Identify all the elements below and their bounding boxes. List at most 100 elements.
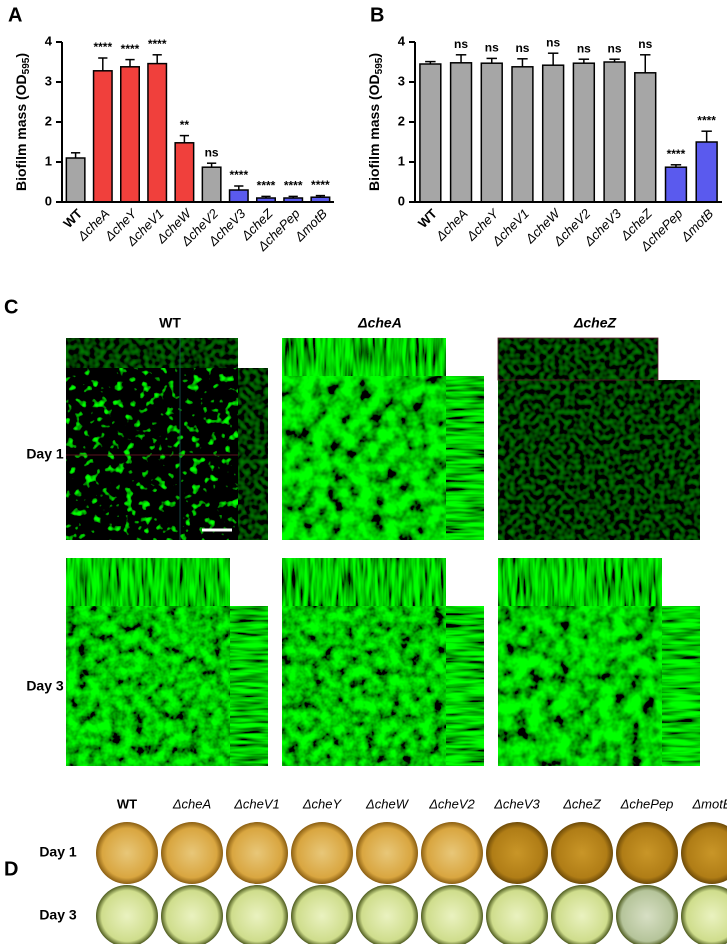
significance-label: ns — [515, 41, 529, 55]
well-photos — [96, 822, 727, 944]
y-tick-label: 1 — [398, 153, 405, 168]
bar — [603, 61, 626, 203]
bar — [664, 166, 688, 203]
significance-label: **** — [284, 179, 303, 193]
micrograph — [66, 368, 238, 540]
ortho-strip — [498, 338, 658, 380]
panel-label: D — [4, 858, 18, 880]
x-tick-label: ΔmotB — [677, 206, 716, 245]
y-axis-label-text: Biofilm mass (OD — [13, 74, 29, 191]
well — [551, 822, 613, 884]
bar — [147, 62, 168, 203]
significance-label: **** — [121, 42, 140, 56]
y-tick-label: 0 — [398, 193, 405, 208]
panel-label: A — [8, 4, 22, 26]
bar — [480, 62, 503, 203]
y-axis-label-end: ) — [366, 53, 382, 58]
ortho-strip — [446, 376, 484, 540]
panel-label: B — [370, 4, 384, 26]
significance-label: ns — [485, 41, 499, 55]
column-header: WT — [117, 796, 137, 811]
row-label: Day 1 — [39, 844, 77, 860]
ortho-strip — [230, 606, 268, 766]
y-axis-label: Biofilm mass (OD595) — [13, 53, 32, 191]
microscopy-panel — [66, 337, 700, 766]
y-tick-label: 3 — [398, 73, 405, 88]
micrograph — [498, 380, 658, 540]
y-axis-label-sub: 595 — [21, 57, 32, 74]
significance-label: **** — [697, 113, 716, 127]
significance-label: ns — [546, 35, 560, 49]
column-header: WT — [159, 315, 181, 331]
x-tick-label: ΔcheA — [432, 206, 470, 244]
bar — [449, 62, 473, 203]
ortho-strip — [238, 368, 268, 540]
bar — [419, 63, 442, 203]
well — [356, 822, 418, 884]
significance-label: **** — [257, 179, 276, 193]
column-header: ΔcheZ — [562, 796, 602, 811]
micrograph — [66, 606, 230, 766]
column-header: ΔcheV1 — [233, 796, 280, 811]
ortho-strip — [66, 338, 238, 368]
significance-label: ns — [205, 145, 219, 159]
y-axis-label: Biofilm mass (OD595) — [366, 53, 385, 191]
bar — [65, 157, 86, 203]
panel-label: C — [4, 296, 18, 318]
micrograph — [282, 376, 446, 540]
ortho-strip — [282, 558, 446, 606]
well — [421, 822, 483, 884]
significance-label: ns — [608, 41, 622, 55]
well — [226, 822, 288, 884]
well — [486, 822, 548, 884]
significance-label: **** — [229, 168, 248, 182]
ortho-strip — [446, 606, 484, 766]
bar — [201, 166, 222, 203]
bar — [120, 66, 140, 203]
y-axis-label-text: Biofilm mass (OD — [366, 74, 382, 191]
ortho-strip — [498, 558, 662, 606]
well — [681, 822, 727, 884]
well — [421, 885, 483, 944]
significance-label: ns — [454, 37, 468, 51]
ortho-strip — [662, 606, 700, 766]
well — [291, 822, 353, 884]
y-tick-label: 2 — [45, 113, 52, 128]
y-tick-label: 1 — [45, 153, 52, 168]
column-header: ΔcheV2 — [428, 796, 475, 811]
y-tick-label: 0 — [45, 193, 52, 208]
well — [96, 822, 158, 884]
significance-label: ns — [577, 41, 591, 55]
y-axis-label-sub: 595 — [374, 57, 385, 74]
significance-label: ns — [638, 37, 652, 51]
ortho-strip — [658, 380, 700, 540]
bar — [228, 189, 249, 203]
column-header: ΔcheZ — [573, 315, 617, 331]
significance-label: **** — [93, 40, 112, 54]
well — [161, 885, 223, 944]
micrograph — [282, 606, 446, 766]
well — [616, 822, 678, 884]
column-header: ΔcheA — [172, 796, 211, 811]
well — [551, 885, 613, 944]
well — [681, 885, 727, 944]
well — [616, 885, 678, 944]
well — [486, 885, 548, 944]
y-tick-label: 3 — [45, 73, 52, 88]
bar — [634, 72, 657, 203]
micrograph — [498, 606, 662, 766]
bar — [541, 64, 565, 203]
y-axis-label-end: ) — [13, 53, 29, 58]
significance-label: **** — [148, 37, 167, 51]
y-tick-label: 4 — [45, 33, 53, 48]
column-header: ΔchePep — [620, 796, 674, 811]
significance-label: ** — [180, 118, 190, 132]
column-header: ΔmotB — [691, 796, 727, 811]
significance-label: **** — [667, 147, 686, 161]
bar — [695, 141, 718, 203]
row-label: Day 3 — [26, 678, 64, 694]
bar — [511, 66, 534, 203]
y-tick-label: 4 — [398, 33, 406, 48]
well — [226, 885, 288, 944]
